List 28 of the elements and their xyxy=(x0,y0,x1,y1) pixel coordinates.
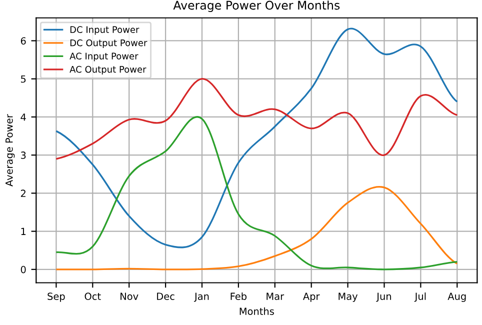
line-series xyxy=(55,186,458,270)
x-axis-title: Months xyxy=(240,307,274,315)
y-axis-title: Average Power xyxy=(6,114,15,186)
x-tick-label: May xyxy=(338,292,358,302)
x-tick-label: Feb xyxy=(230,292,247,300)
legend-label: DC Input Power xyxy=(70,26,140,35)
legend-label: DC Output Power xyxy=(70,39,148,48)
x-tick-label: Oct xyxy=(84,292,101,300)
x-tick-label: Dec xyxy=(157,292,174,300)
y-tick-label: 1 xyxy=(21,228,26,235)
x-tick-label: Jan xyxy=(194,292,209,302)
x-tick-label: Apr xyxy=(303,292,320,302)
x-tick-label: Sep xyxy=(48,292,65,302)
y-tick-label: 4 xyxy=(20,114,26,121)
x-tick-label: Aug xyxy=(448,292,466,302)
y-tick-label: 5 xyxy=(20,75,26,83)
legend-label: AC Output Power xyxy=(70,66,146,74)
x-tick-label: Jul xyxy=(414,292,426,302)
line-series xyxy=(55,78,458,160)
x-tick-label: Jun xyxy=(376,292,392,302)
x-tick-label: Mar xyxy=(266,292,284,300)
y-tick-label: 0 xyxy=(20,266,26,274)
y-tick-label: 3 xyxy=(20,152,26,159)
x-tick-label: Nov xyxy=(120,292,138,300)
legend-label: AC Input Power xyxy=(70,52,138,62)
y-tick-label: 2 xyxy=(20,190,26,197)
y-tick-label: 6 xyxy=(20,37,26,45)
chart-title: Average Power Over Months xyxy=(173,0,340,12)
